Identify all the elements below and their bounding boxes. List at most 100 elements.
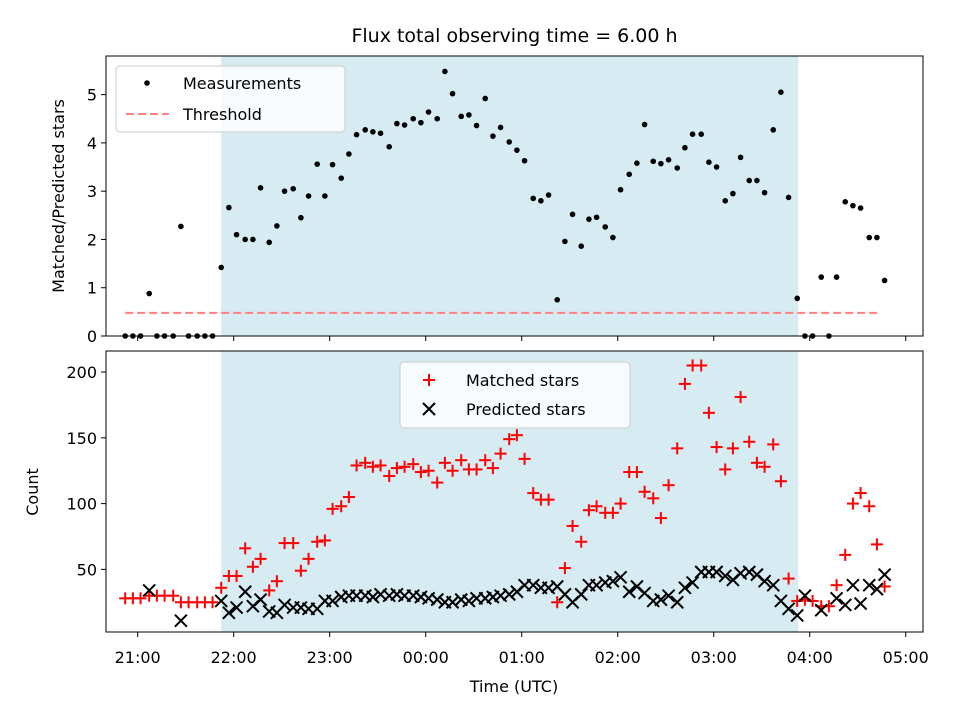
matched-star-point bbox=[774, 475, 787, 488]
matched-star-point bbox=[438, 456, 451, 469]
top-x-ticks bbox=[137, 336, 907, 341]
measurement-point bbox=[866, 234, 873, 241]
matched-star-point bbox=[590, 500, 603, 513]
top-measurement-points bbox=[122, 68, 888, 339]
measurement-point bbox=[290, 185, 297, 192]
matched-star-point bbox=[743, 435, 756, 448]
measurement-point bbox=[770, 127, 777, 133]
predicted-star-point bbox=[526, 578, 540, 592]
matched-star-point bbox=[374, 459, 387, 472]
predicted-star-point bbox=[222, 606, 236, 620]
top-y-tick-label: 2 bbox=[87, 230, 97, 249]
measurement-point bbox=[610, 234, 616, 241]
predicted-stars-points bbox=[142, 565, 892, 628]
predicted-star-point bbox=[790, 608, 804, 623]
matched-star-point bbox=[606, 506, 619, 519]
matched-star-point bbox=[750, 456, 763, 469]
matched-star-point bbox=[510, 429, 523, 442]
measurement-point bbox=[458, 113, 465, 120]
matched-star-point bbox=[263, 584, 276, 597]
measurement-point bbox=[338, 175, 345, 181]
predicted-star-point bbox=[877, 567, 892, 582]
measurement-point bbox=[329, 161, 336, 168]
matched-star-point bbox=[719, 463, 732, 476]
measurement-point bbox=[233, 231, 240, 238]
matched-star-point bbox=[206, 596, 219, 609]
predicted-star-point bbox=[142, 583, 156, 598]
matched-star-point bbox=[230, 569, 243, 582]
x-axis-label: Time (UTC) bbox=[469, 677, 558, 696]
predicted-star-point bbox=[846, 578, 860, 592]
measurement-point bbox=[857, 205, 864, 211]
measurement-point bbox=[434, 115, 441, 122]
measurement-point bbox=[833, 274, 840, 280]
predicted-star-point bbox=[853, 596, 868, 611]
measurement-point bbox=[818, 274, 825, 280]
legend-measurements-marker bbox=[144, 80, 150, 86]
measurement-point bbox=[626, 171, 633, 178]
measurement-point bbox=[314, 161, 321, 167]
measurement-point bbox=[530, 195, 537, 202]
predicted-star-point bbox=[606, 574, 620, 588]
predicted-star-point bbox=[766, 578, 780, 592]
measurement-point bbox=[545, 192, 552, 198]
measurement-point bbox=[850, 202, 856, 209]
measurement-point bbox=[842, 198, 849, 205]
matched-star-point bbox=[215, 581, 228, 594]
measurement-point bbox=[722, 198, 729, 204]
bottom-panel: 50 100 150 200 21:00 22:00 23:00 00:00 01:00 02:… bbox=[23, 350, 929, 696]
predicted-star-point bbox=[214, 594, 228, 608]
measurement-point bbox=[658, 160, 664, 167]
matched-star-point bbox=[326, 502, 339, 515]
predicted-star-point bbox=[462, 594, 476, 608]
measurement-point bbox=[146, 290, 153, 297]
matched-star-point bbox=[614, 497, 627, 510]
bottom-y-axis-label: Count bbox=[23, 468, 42, 516]
measurement-point bbox=[650, 158, 657, 165]
measurement-point bbox=[418, 119, 424, 126]
matched-star-point bbox=[846, 497, 859, 510]
predicted-star-point bbox=[757, 574, 772, 588]
measurement-point bbox=[482, 95, 489, 102]
measurement-point bbox=[602, 224, 609, 230]
measurement-point bbox=[281, 188, 288, 194]
matched-star-point bbox=[407, 458, 420, 471]
measurement-point bbox=[665, 156, 672, 163]
predicted-star-point bbox=[654, 592, 668, 607]
measurement-point bbox=[689, 131, 696, 138]
bottom-y-tick-label: 150 bbox=[66, 429, 97, 448]
measurement-point bbox=[569, 211, 576, 218]
predicted-star-point bbox=[277, 598, 292, 612]
matched-star-point bbox=[398, 460, 411, 473]
predicted-star-point bbox=[814, 603, 828, 617]
measurement-point bbox=[682, 144, 688, 151]
matched-star-point bbox=[558, 562, 571, 575]
matched-star-point bbox=[527, 487, 540, 500]
measurement-point bbox=[593, 214, 600, 221]
matched-star-point bbox=[870, 538, 883, 551]
matched-star-point bbox=[318, 534, 331, 547]
matched-star-point bbox=[863, 500, 876, 513]
matched-star-point bbox=[311, 535, 324, 548]
measurement-point bbox=[274, 223, 280, 229]
top-y-axis-label: Matched/Predicted stars bbox=[49, 99, 68, 293]
matched-star-point bbox=[575, 535, 588, 548]
matched-star-point bbox=[431, 476, 444, 489]
matched-star-point bbox=[494, 447, 507, 460]
measurement-point bbox=[674, 165, 681, 171]
matched-star-point bbox=[422, 464, 435, 477]
measurement-point bbox=[449, 90, 456, 97]
top-y-tick-label: 4 bbox=[87, 134, 97, 153]
measurement-point bbox=[257, 184, 264, 191]
x-tick-label: 05:00 bbox=[883, 648, 929, 667]
matched-star-point bbox=[662, 479, 675, 492]
matched-star-point bbox=[551, 596, 564, 609]
predicted-star-point bbox=[661, 588, 676, 603]
measurement-point bbox=[641, 121, 648, 128]
measurement-point bbox=[754, 177, 760, 184]
x-tick-label: 02:00 bbox=[595, 648, 641, 667]
measurement-point bbox=[377, 130, 384, 137]
matched-star-point bbox=[167, 589, 180, 602]
predicted-star-point bbox=[678, 581, 692, 595]
bottom-y-tick-label: 100 bbox=[66, 495, 97, 514]
